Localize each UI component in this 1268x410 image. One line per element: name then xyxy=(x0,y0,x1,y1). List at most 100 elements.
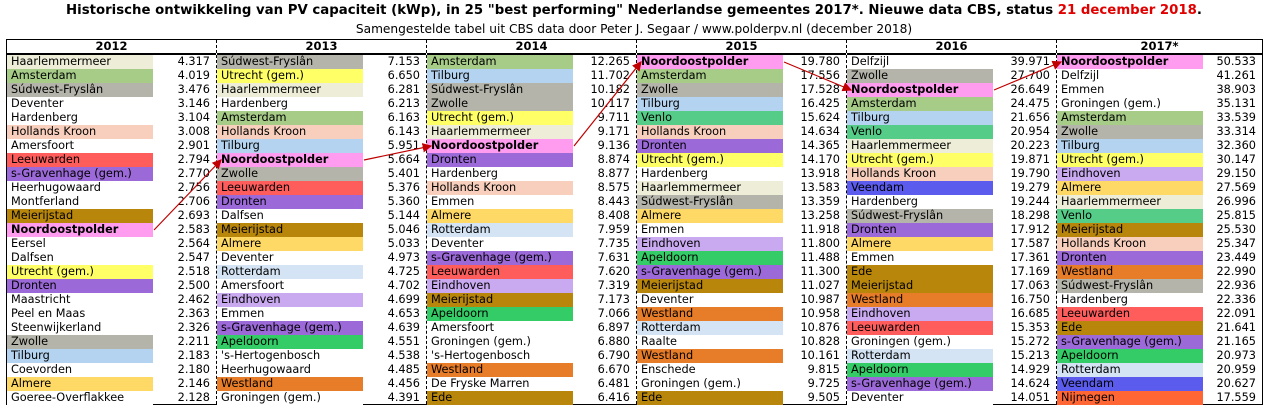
capacity-value: 9.725 xyxy=(807,377,840,390)
municipality-name: Hardenberg xyxy=(1057,293,1203,307)
municipality-name: Zwolle xyxy=(637,83,783,97)
table-row: Rotterdam 4.725 xyxy=(217,265,426,279)
municipality-name: Venlo xyxy=(1057,209,1203,223)
table-row: Rotterdam 7.959 xyxy=(427,223,636,237)
capacity-value: 7.620 xyxy=(597,265,630,278)
capacity-value: 25.815 xyxy=(1216,209,1256,222)
municipality-name: Dronten xyxy=(217,195,363,209)
capacity-value: 2.363 xyxy=(177,307,210,320)
municipality-name: Haarlemmermeer xyxy=(637,181,783,195)
table-row: Heerhugowaard 4.485 xyxy=(217,363,426,377)
capacity-value: 9.815 xyxy=(807,363,840,376)
table-row: Venlo 15.624 xyxy=(637,111,846,125)
municipality-name: Hardenberg xyxy=(427,167,573,181)
table-row: Amersfoort 4.702 xyxy=(217,279,426,293)
municipality-name: Hollands Kroon xyxy=(7,125,153,139)
municipality-name: Leeuwarden xyxy=(7,153,153,167)
municipality-name: Amersfoort xyxy=(7,139,153,153)
municipality-name: 's-Hertogenbosch xyxy=(427,349,573,363)
table-row: Hollands Kroon 25.347 xyxy=(1057,237,1262,251)
municipality-name: Tilburg xyxy=(847,111,993,125)
table-row: Noordoostpolder 5.664 xyxy=(217,153,426,167)
table-row: Westland 22.990 xyxy=(1057,265,1262,279)
municipality-name: Emmen xyxy=(217,307,363,321)
table-row: Emmen 11.918 xyxy=(637,223,846,237)
table-row: Eindhoven 7.319 xyxy=(427,279,636,293)
capacity-value: 22.990 xyxy=(1216,265,1256,278)
capacity-value: 20.223 xyxy=(1010,139,1050,152)
municipality-name: Groningen (gem.) xyxy=(637,377,783,391)
table-row: Heerhugowaard 2.756 xyxy=(7,181,216,195)
year-header: 2016 xyxy=(847,40,1056,55)
table-row: Groningen (gem.) 35.131 xyxy=(1057,97,1262,111)
title-main: Historische ontwikkeling van PV capacite… xyxy=(66,3,1058,18)
municipality-name: Deventer xyxy=(847,391,993,405)
table-row: Westland 4.456 xyxy=(217,377,426,391)
capacity-value: 11.918 xyxy=(800,223,840,236)
capacity-value: 16.685 xyxy=(1010,307,1050,320)
table-row: Amsterdam 24.475 xyxy=(847,97,1056,111)
table-row: Almere 5.033 xyxy=(217,237,426,251)
municipality-name: Almere xyxy=(637,209,783,223)
table-row: Ede 9.505 xyxy=(637,391,846,405)
capacity-value: 16.425 xyxy=(800,97,840,110)
capacity-value: 20.973 xyxy=(1216,349,1256,362)
municipality-name: Rotterdam xyxy=(637,321,783,335)
table-row: Meierijstad 25.530 xyxy=(1057,223,1262,237)
capacity-value: 11.300 xyxy=(800,265,840,278)
municipality-name: Zwolle xyxy=(427,97,573,111)
capacity-value: 4.725 xyxy=(387,265,420,278)
table-row: Venlo 25.815 xyxy=(1057,209,1262,223)
table-row: Súdwest-Fryslân 3.476 xyxy=(7,83,216,97)
title-date: 21 december 2018 xyxy=(1057,3,1197,18)
table-row: Emmen 8.443 xyxy=(427,195,636,209)
capacity-value: 3.146 xyxy=(177,97,210,110)
table-row: Peel en Maas 2.363 xyxy=(7,307,216,321)
capacity-value: 4.485 xyxy=(387,363,420,376)
table-row: Venlo 20.954 xyxy=(847,125,1056,139)
municipality-name: Súdwest-Fryslân xyxy=(637,195,783,209)
capacity-value: 19.244 xyxy=(1010,195,1050,208)
municipality-name: Peel en Maas xyxy=(7,307,153,321)
table-row: Tilburg 32.360 xyxy=(1057,139,1262,153)
municipality-name: Tilburg xyxy=(427,69,573,83)
table-row: Westland 6.670 xyxy=(427,363,636,377)
table-row: Dronten 5.360 xyxy=(217,195,426,209)
table-row: Noordoostpolder 19.780 xyxy=(637,55,846,69)
municipality-name: s-Gravenhage (gem.) xyxy=(847,377,993,391)
municipality-name: Tilburg xyxy=(217,139,363,153)
table-row: Eersel 2.564 xyxy=(7,237,216,251)
table-row: Groningen (gem.) 6.880 xyxy=(427,335,636,349)
table-row: Apeldoorn 20.973 xyxy=(1057,349,1262,363)
table-row: Nijmegen 17.559 xyxy=(1057,391,1262,405)
municipality-name: Eindhoven xyxy=(637,237,783,251)
municipality-name: Zwolle xyxy=(847,69,993,83)
capacity-value: 11.702 xyxy=(590,69,630,82)
municipality-name: Heerhugowaard xyxy=(217,363,363,377)
capacity-value: 19.780 xyxy=(800,55,840,68)
table-row: Dronten 2.500 xyxy=(7,279,216,293)
capacity-value: 15.272 xyxy=(1010,335,1050,348)
municipality-name: Leeuwarden xyxy=(1057,307,1203,321)
capacity-value: 11.800 xyxy=(800,237,840,250)
municipality-name: Haarlemmermeer xyxy=(847,139,993,153)
municipality-name: Eindhoven xyxy=(427,279,573,293)
page-title: Historische ontwikkeling van PV capacite… xyxy=(0,2,1268,20)
municipality-name: Haarlemmermeer xyxy=(427,125,573,139)
table-row: s-Gravenhage (gem.) 14.624 xyxy=(847,377,1056,391)
municipality-name: Hardenberg xyxy=(7,111,153,125)
municipality-name: De Fryske Marren xyxy=(427,377,573,391)
capacity-value: 25.530 xyxy=(1216,223,1256,236)
capacity-value: 4.653 xyxy=(387,307,420,320)
table-row: Emmen 38.903 xyxy=(1057,83,1262,97)
capacity-value: 6.143 xyxy=(387,125,420,138)
capacity-value: 10.117 xyxy=(590,97,630,110)
municipality-name: 's-Hertogenbosch xyxy=(217,349,363,363)
table-row: Rotterdam 10.876 xyxy=(637,321,846,335)
municipality-name: Leeuwarden xyxy=(217,181,363,195)
table-row: Haarlemmermeer 4.317 xyxy=(7,55,216,69)
capacity-value: 19.279 xyxy=(1010,181,1050,194)
table-row: Tilburg 11.702 xyxy=(427,69,636,83)
capacity-value: 8.408 xyxy=(597,209,630,222)
municipality-name: Apeldoorn xyxy=(217,335,363,349)
